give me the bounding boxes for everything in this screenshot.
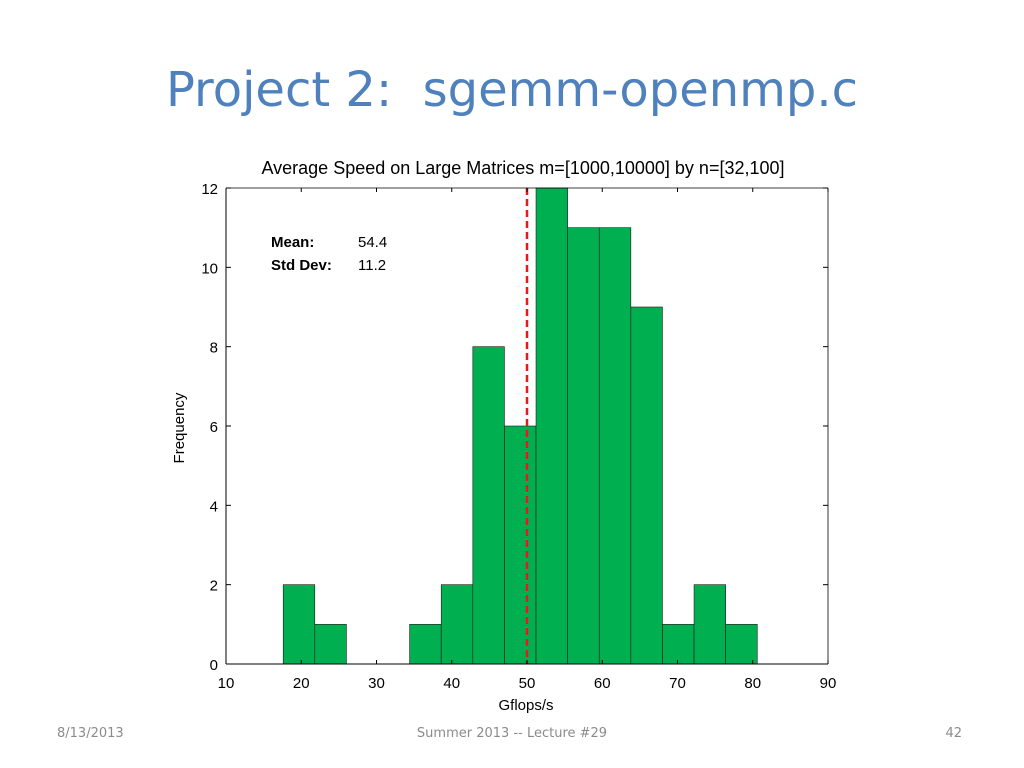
x-tick-label: 40 <box>443 675 460 692</box>
histogram-bar <box>725 624 758 665</box>
histogram-bar <box>472 346 505 665</box>
x-tick-label: 30 <box>368 675 385 692</box>
x-tick-label: 20 <box>293 675 310 692</box>
histogram-bar <box>662 624 695 665</box>
y-tick-label: 8 <box>210 340 218 357</box>
histogram-bar <box>440 584 474 665</box>
bars-layer <box>282 187 758 665</box>
stat-label: Std Dev: <box>271 257 332 274</box>
histogram-bar <box>598 227 632 665</box>
histogram-bar <box>567 227 600 665</box>
histogram-bar <box>282 584 316 665</box>
x-tick-label: 70 <box>669 675 686 692</box>
stat-label: Mean: <box>271 234 314 251</box>
histogram-bar <box>693 584 726 665</box>
annotation-box: Mean: 54.4 Std Dev: 11.2 <box>271 234 387 274</box>
x-tick-label: 80 <box>744 675 761 692</box>
slide-title: Project 2: sgemm-openmp.c <box>165 62 859 118</box>
stat-value: 54.4 <box>358 234 387 251</box>
x-tick-label: 50 <box>519 675 536 692</box>
histogram-bar <box>504 425 537 665</box>
x-tick-label: 60 <box>594 675 611 692</box>
histogram-bar <box>535 187 568 665</box>
x-axis-label: Gflops/s <box>498 697 553 714</box>
stat-value: 11.2 <box>358 257 386 274</box>
y-tick-label: 6 <box>210 419 218 436</box>
y-tick-label: 10 <box>201 260 218 277</box>
histogram-bar <box>409 624 442 665</box>
footer-lecture: Summer 2013 -- Lecture #29 <box>416 726 608 741</box>
y-tick-label: 4 <box>210 498 218 515</box>
histogram-bar <box>314 624 347 665</box>
histogram-bar <box>630 306 663 665</box>
y-tick-label: 2 <box>210 578 218 595</box>
axes-layer: 10 20 30 40 50 60 70 80 90 0 2 4 6 8 10 12 <box>201 181 836 692</box>
chart-title: Average Speed on Large Matrices m=[1000,… <box>261 158 784 178</box>
y-axis-label: Frequency <box>171 392 188 463</box>
x-tick-label: 10 <box>218 675 235 692</box>
footer-page-number: 42 <box>945 726 962 741</box>
y-tick-label: 0 <box>210 657 218 674</box>
x-tick-label: 90 <box>820 675 837 692</box>
y-tick-label: 12 <box>201 181 218 198</box>
footer-date: 8/13/2013 <box>57 726 124 741</box>
